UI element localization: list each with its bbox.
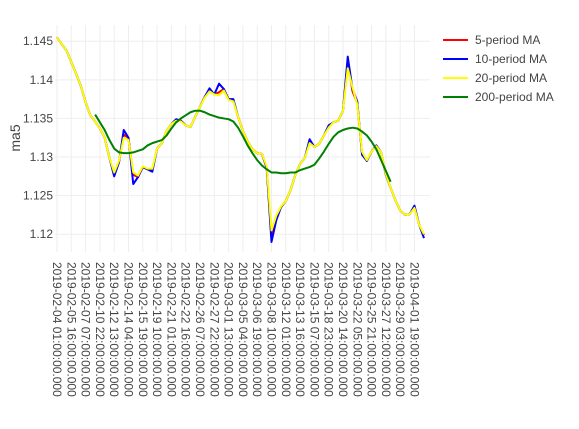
x-tick-label: 2019-03-12 01:00:00.000 (279, 262, 293, 397)
x-tick-label: 2019-03-27 12:00:00.000 (379, 262, 393, 397)
y-tick-label: 1.125 (23, 189, 53, 203)
x-tick-label: 2019-03-15 07:00:00.000 (307, 262, 321, 397)
x-tick-label: 2019-03-20 14:00:00.000 (336, 262, 350, 397)
y-tick-label: 1.12 (30, 227, 54, 241)
x-tick-label: 2019-02-12 13:00:00.000 (107, 262, 121, 397)
x-tick-label: 2019-03-18 23:00:00.000 (322, 262, 336, 397)
series-line (94, 109, 392, 183)
x-tick-label: 2019-03-25 21:00:00.000 (365, 262, 379, 397)
x-tick-label: 2019-03-01 13:00:00.000 (222, 262, 236, 397)
legend-label: 10-period MA (475, 52, 547, 66)
x-tick-label: 2019-02-19 10:00:00.000 (150, 262, 164, 397)
y-tick-label: 1.14 (30, 73, 54, 87)
x-tick-label: 2019-02-15 19:00:00.000 (136, 262, 150, 397)
series-line (56, 36, 425, 235)
x-tick-label: 2019-02-27 22:00:00.000 (207, 262, 221, 397)
x-tick-label: 2019-02-21 01:00:00.000 (164, 262, 178, 397)
x-tick-label: 2019-02-10 22:00:00.000 (93, 262, 107, 397)
x-tick-label: 2019-03-13 16:00:00.000 (293, 262, 307, 397)
x-tick-label: 2019-04-01 19:00:00.000 (407, 262, 421, 397)
x-tick-label: 2019-03-05 04:00:00.000 (236, 262, 250, 397)
y-tick-label: 1.145 (23, 34, 53, 48)
x-tick-label: 2019-02-14 04:00:00.000 (121, 262, 135, 397)
legend-label: 20-period MA (475, 71, 547, 85)
x-tick-label: 2019-02-07 07:00:00.000 (79, 262, 93, 397)
x-tick-label: 2019-02-05 16:00:00.000 (64, 262, 78, 397)
x-tick-label: 2019-03-29 03:00:00.000 (393, 262, 407, 397)
x-tick-label: 2019-02-04 01:00:00.000 (50, 262, 64, 397)
y-axis-label: ma5 (7, 124, 23, 151)
legend-label: 200-period MA (475, 90, 554, 104)
x-tick-label: 2019-03-06 19:00:00.000 (250, 262, 264, 397)
y-tick-label: 1.135 (23, 111, 53, 125)
legend-label: 5-period MA (475, 33, 540, 47)
x-tick-label: 2019-03-08 10:00:00.000 (264, 262, 278, 397)
x-tick-label: 2019-03-22 05:00:00.000 (350, 262, 364, 397)
x-tick-label: 2019-02-22 16:00:00.000 (179, 262, 193, 397)
y-tick-label: 1.13 (30, 150, 54, 164)
x-tick-label: 2019-02-26 07:00:00.000 (193, 262, 207, 397)
